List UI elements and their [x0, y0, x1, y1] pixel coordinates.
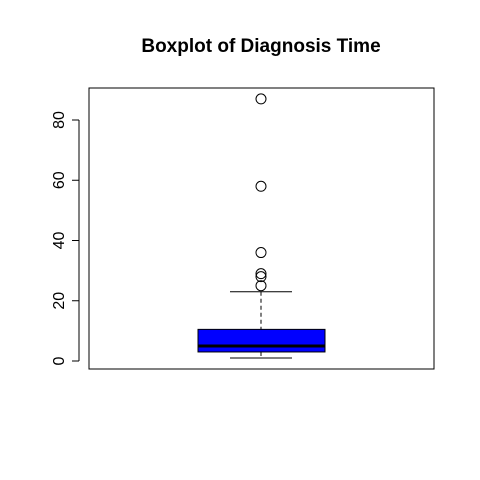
y-tick-label: 80	[51, 111, 68, 129]
outlier-point	[255, 93, 267, 105]
y-tick-label: 20	[51, 292, 68, 310]
y-tick-label: 40	[51, 232, 68, 250]
plot-area-frame	[88, 87, 435, 370]
outlier-point	[255, 247, 267, 259]
chart-title: Boxplot of Diagnosis Time	[141, 36, 380, 57]
y-tick-label: 60	[51, 171, 68, 189]
box-marks	[197, 93, 326, 359]
y-tick-label: 0	[51, 356, 68, 365]
outlier-point	[255, 280, 267, 292]
iqr-box	[197, 328, 326, 353]
y-axis: 0 20 40 60 80	[51, 111, 80, 365]
outlier-point	[255, 271, 267, 283]
outlier-point	[255, 180, 267, 192]
outlier-point	[255, 268, 267, 280]
